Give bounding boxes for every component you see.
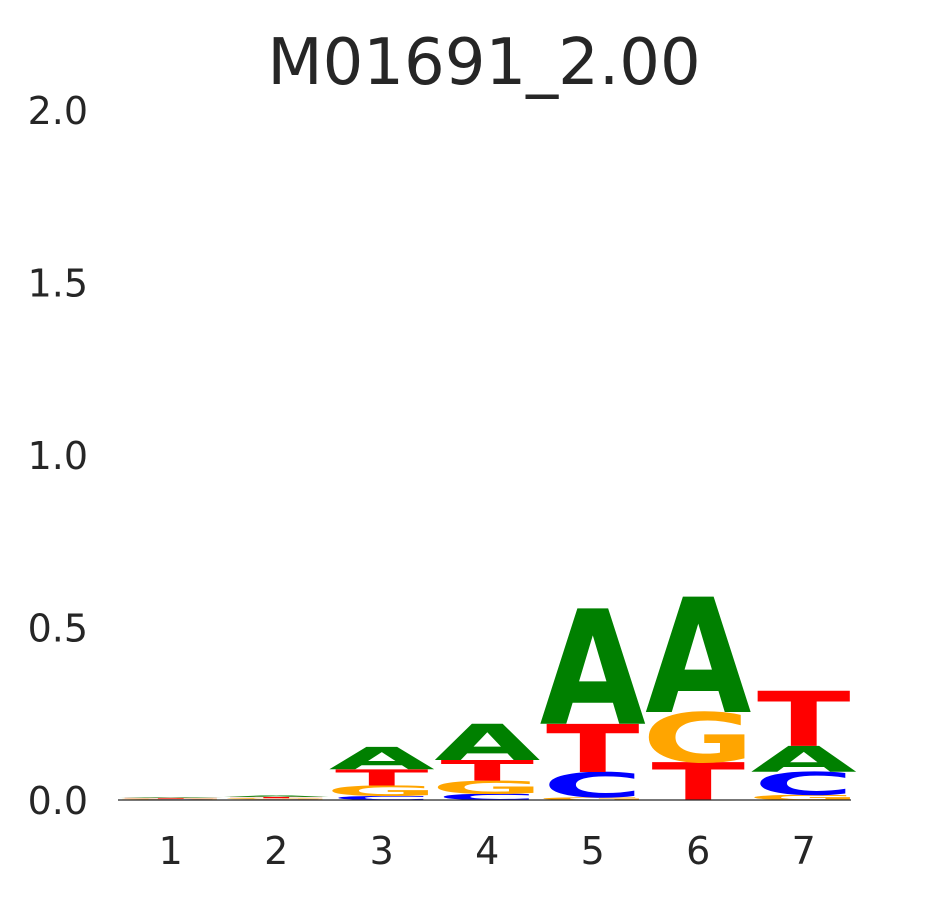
y-axis: 2.0 1.5 1.0 0.5 0.0 bbox=[28, 89, 88, 823]
logo-letter-t: T bbox=[335, 765, 429, 791]
logo-letter-a: A bbox=[645, 566, 751, 750]
x-tick-label: 5 bbox=[581, 829, 605, 873]
logo-letter-a: A bbox=[118, 797, 224, 798]
logo-letter-t: T bbox=[546, 711, 640, 788]
logo-letter-g: G bbox=[220, 798, 333, 800]
y-tick-label: 0.0 bbox=[28, 779, 88, 823]
logo-stacks: CGTACGTACGTACGTAGCTATGAGCAT bbox=[114, 566, 860, 813]
logo-letter-a: A bbox=[329, 741, 435, 777]
logo-letter-t: T bbox=[124, 798, 218, 799]
y-tick-label: 1.5 bbox=[28, 262, 88, 306]
x-axis: 1 2 3 4 5 6 7 bbox=[159, 829, 816, 873]
logo-letter-g: G bbox=[431, 777, 544, 798]
x-tick-label: 7 bbox=[792, 829, 816, 873]
x-tick-label: 4 bbox=[475, 829, 499, 873]
logo-letter-a: A bbox=[434, 714, 540, 772]
logo-letter-g: G bbox=[114, 798, 227, 799]
logo-letter-g: G bbox=[747, 793, 860, 801]
x-tick-label: 3 bbox=[370, 829, 394, 873]
chart-title: M01691_2.00 bbox=[267, 26, 700, 100]
y-tick-label: 2.0 bbox=[28, 89, 88, 133]
y-tick-label: 0.5 bbox=[28, 607, 88, 651]
logo-letter-t: T bbox=[651, 752, 745, 812]
x-tick-label: 1 bbox=[159, 829, 183, 873]
logo-letter-a: A bbox=[751, 739, 858, 780]
logo-letter-a: A bbox=[223, 795, 329, 797]
logo-letter-c: C bbox=[753, 766, 854, 803]
x-tick-label: 2 bbox=[264, 829, 288, 873]
logo-letter-c: C bbox=[542, 765, 643, 805]
logo-letter-g: G bbox=[536, 796, 649, 800]
logo-letter-g: G bbox=[325, 783, 438, 800]
logo-letter-c: C bbox=[331, 795, 432, 802]
logo-letter-a: A bbox=[540, 577, 646, 761]
x-tick-label: 6 bbox=[686, 829, 710, 873]
y-tick-label: 1.0 bbox=[28, 434, 88, 478]
logo-letter-t: T bbox=[757, 676, 851, 764]
logo-letter-g: G bbox=[642, 698, 755, 778]
logo-letter-t: T bbox=[229, 797, 323, 799]
logo-letter-t: T bbox=[440, 755, 534, 788]
logo-letter-c: C bbox=[437, 792, 538, 802]
